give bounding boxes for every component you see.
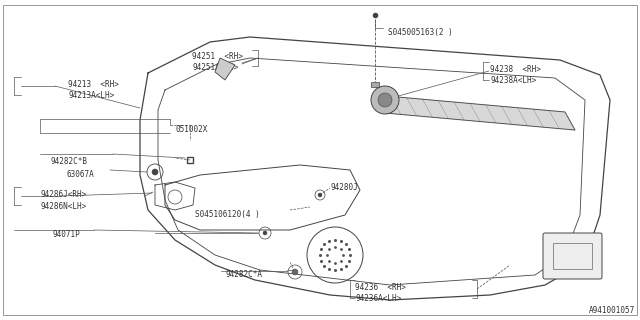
Circle shape: [371, 86, 399, 114]
Text: 94236  <RH>: 94236 <RH>: [355, 283, 406, 292]
Circle shape: [263, 231, 267, 235]
Text: 94286N<LH>: 94286N<LH>: [40, 202, 86, 211]
Text: 94236A<LH>: 94236A<LH>: [355, 294, 401, 303]
Text: 94238  <RH>: 94238 <RH>: [490, 65, 541, 74]
Text: S045106120(4 ): S045106120(4 ): [195, 210, 260, 219]
Text: 94282C*B: 94282C*B: [50, 157, 87, 166]
FancyBboxPatch shape: [543, 233, 602, 279]
Circle shape: [378, 93, 392, 107]
Text: A941001057: A941001057: [589, 306, 635, 315]
Bar: [553, 243, 592, 269]
Text: 94213  <RH>: 94213 <RH>: [68, 80, 119, 89]
Polygon shape: [375, 95, 575, 130]
Text: 94282C*A: 94282C*A: [225, 270, 262, 279]
Bar: [371, 82, 379, 87]
Text: 94251  <RH>: 94251 <RH>: [192, 52, 243, 61]
Circle shape: [318, 193, 322, 197]
Text: S045005163(2 ): S045005163(2 ): [388, 28, 452, 37]
Text: 051002X: 051002X: [175, 125, 207, 134]
Circle shape: [152, 169, 158, 175]
Text: 94251A<LH>: 94251A<LH>: [192, 63, 238, 72]
Circle shape: [292, 269, 298, 275]
Text: 63067A: 63067A: [66, 170, 93, 179]
Text: 94280J: 94280J: [330, 183, 358, 192]
Text: 94071P: 94071P: [52, 230, 80, 239]
Text: 94286J<RH>: 94286J<RH>: [40, 190, 86, 199]
Text: 94238A<LH>: 94238A<LH>: [490, 76, 536, 85]
Text: 94213A<LH>: 94213A<LH>: [68, 91, 115, 100]
Polygon shape: [215, 58, 235, 80]
